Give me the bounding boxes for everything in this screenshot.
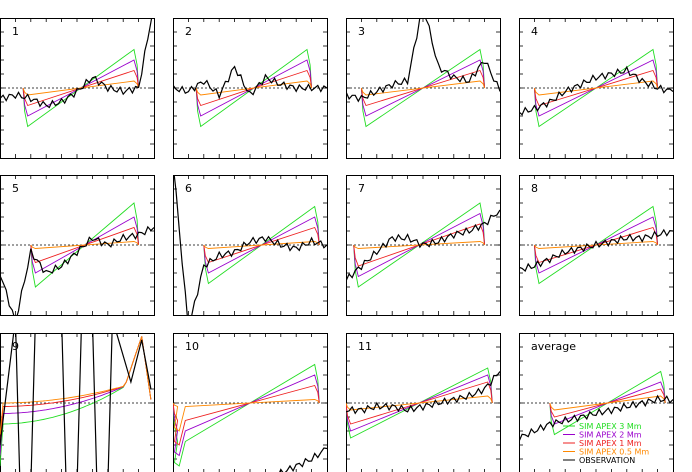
series-line-sim-apex-1-mm <box>173 384 320 446</box>
panel-10: 10 <box>173 333 328 472</box>
panel-2: 2 <box>173 18 328 159</box>
panel-label: 2 <box>185 25 192 38</box>
series-line-observation <box>519 228 673 272</box>
series-line-sim-apex-0-5-mm <box>533 80 659 96</box>
panel-label: average <box>531 340 576 353</box>
series-line-observation <box>279 447 327 472</box>
panel-label: 10 <box>185 340 199 353</box>
panel-3: 3 <box>346 18 501 159</box>
panel-frame <box>0 175 155 316</box>
panel-label: 8 <box>531 182 538 195</box>
panel-6: 6 <box>173 175 328 316</box>
series-line-observation <box>173 175 327 315</box>
series-line-sim-apex-0-5-mm <box>360 80 486 96</box>
panel-label: 4 <box>531 25 538 38</box>
panel-frame <box>519 18 674 159</box>
series-line-sim-apex-0-5-mm <box>173 399 320 432</box>
series-line-sim-apex-3-mm <box>0 336 152 467</box>
series-line-sim-apex-0-5-mm <box>30 241 139 249</box>
panel-label: 3 <box>358 25 365 38</box>
series-line-observation <box>0 18 153 109</box>
panel-label: 1 <box>12 25 19 38</box>
panel-frame <box>0 333 155 472</box>
series-line-sim-apex-2-mm <box>0 336 152 456</box>
series-line-sim-apex-0-5-mm <box>534 241 658 249</box>
series-line-sim-apex-2-mm <box>173 374 320 457</box>
panel-label: 11 <box>358 340 372 353</box>
panel-11: 11 <box>346 333 501 472</box>
series-line-sim-apex-0-5-mm <box>346 395 493 411</box>
series-line-observation <box>346 209 500 282</box>
panel-label: 7 <box>358 182 365 195</box>
panel-frame <box>346 175 501 316</box>
series-line-sim-apex-0-5-mm <box>195 80 313 96</box>
series-line-sim-apex-0-5-mm <box>0 336 152 435</box>
panel-7: 7 <box>346 175 501 316</box>
series-line-observation <box>519 65 673 116</box>
panel-frame <box>173 18 328 159</box>
legend-entry: SIM APEX 1 Mm <box>579 439 642 448</box>
panel-label: 6 <box>185 182 192 195</box>
legend-entry: SIM APEX 3 Mm <box>579 422 642 431</box>
series-line-observation <box>346 371 500 415</box>
panel-frame <box>519 175 674 316</box>
series-line-observation <box>346 18 500 103</box>
panel-4: 4 <box>519 18 674 159</box>
series-line-observation <box>173 65 327 100</box>
legend-entry: SIM APEX 2 Mm <box>579 431 642 440</box>
legend-entry: OBSERVATION <box>579 456 635 465</box>
panel-9: 9 <box>0 333 155 472</box>
series-line-observation <box>0 333 152 472</box>
legend-entry: SIM APEX 0.5 Mm <box>579 448 649 457</box>
series-line-sim-apex-0-5-mm <box>22 80 140 96</box>
panel-frame <box>0 18 155 159</box>
series-line-sim-apex-1-mm <box>0 336 152 446</box>
panel-1: 1 <box>0 18 155 159</box>
panel-frame <box>519 333 674 472</box>
panel-frame <box>173 175 328 316</box>
panel-frame <box>346 18 501 159</box>
series-line-observation <box>0 225 154 315</box>
series-line-sim-apex-3-mm <box>173 363 320 467</box>
panel-label: 9 <box>12 340 19 353</box>
panel-5: 5 <box>0 175 155 316</box>
series-line-observation <box>519 394 673 442</box>
panel-8: 8 <box>519 175 674 316</box>
panel-label: 5 <box>12 182 19 195</box>
